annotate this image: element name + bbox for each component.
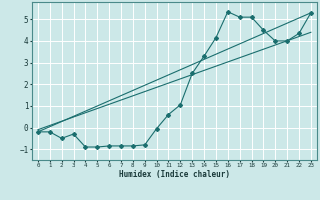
X-axis label: Humidex (Indice chaleur): Humidex (Indice chaleur) [119, 170, 230, 179]
